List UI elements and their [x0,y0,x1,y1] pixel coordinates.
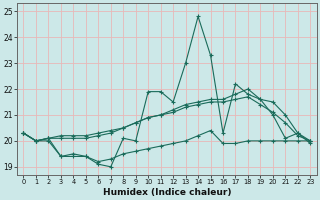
X-axis label: Humidex (Indice chaleur): Humidex (Indice chaleur) [103,188,231,197]
